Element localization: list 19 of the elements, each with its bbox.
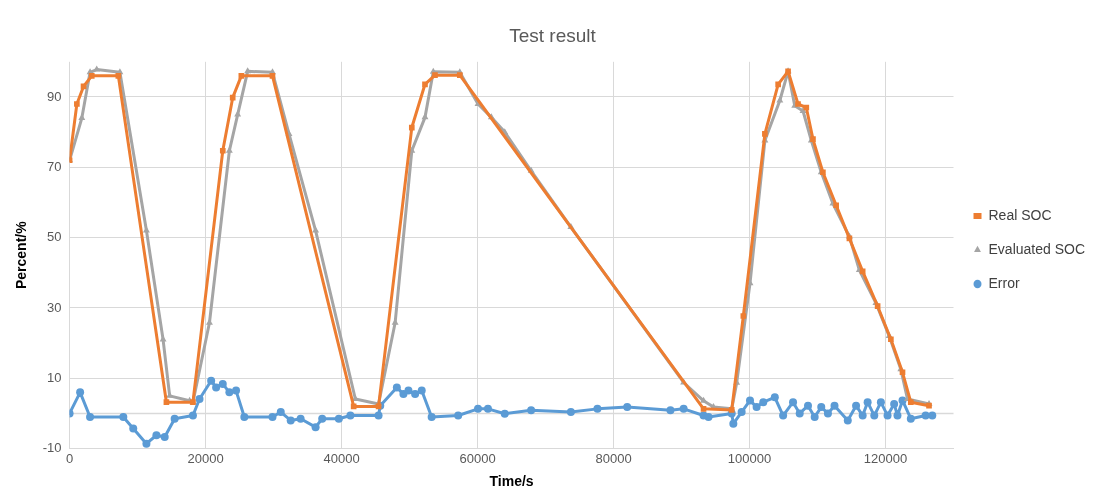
y-tick-label: 10 [47,369,62,385]
legend-label: Real SOC [988,206,1052,223]
x-tick-label: 40000 [323,450,360,466]
legend-label: Error [988,274,1020,291]
x-tick-label: 100000 [727,450,772,466]
y-tick-label: 70 [47,158,62,174]
y-tick-label: -10 [42,440,62,456]
y-tick-label: 30 [47,299,62,315]
y-tick-label: 50 [47,229,62,245]
x-tick-label: 120000 [863,450,908,466]
x-tick-label: 80000 [595,450,632,466]
y-axis-title: Percent/% [13,220,30,290]
x-tick-label: 60000 [459,450,496,466]
legend-label: Evaluated SOC [988,240,1085,257]
x-tick-label: 0 [65,450,74,466]
y-tick-label: 90 [47,88,62,104]
chart-title: Test result [509,24,597,46]
x-tick-label: 20000 [187,450,224,466]
x-axis-title: Time/s [489,473,534,490]
